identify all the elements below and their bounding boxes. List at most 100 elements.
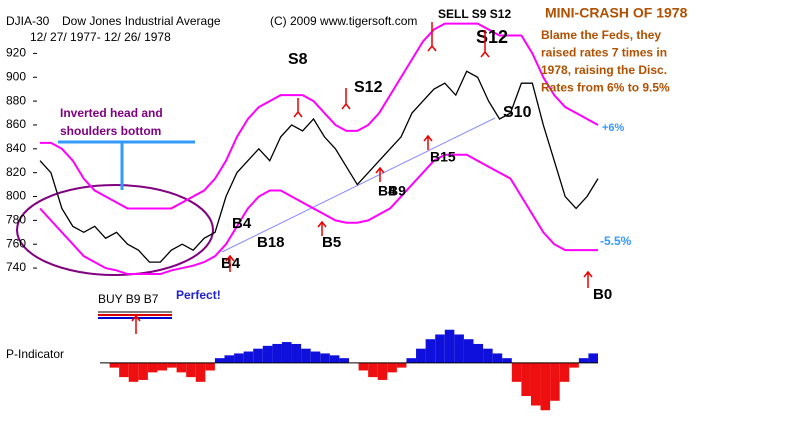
indicator-bar (473, 343, 484, 363)
annotation: B9 (388, 183, 406, 199)
indicator-bar (234, 353, 244, 363)
arrow (341, 88, 351, 110)
indicator-bar (444, 329, 455, 363)
price-line (39, 70, 599, 263)
y-tick-label: 920 (6, 46, 26, 60)
trend-line (221, 117, 496, 253)
arrow (131, 314, 141, 334)
indicator-bar (425, 339, 436, 363)
indicator-bar (358, 362, 369, 371)
annotation: Perfect! (176, 288, 221, 302)
arrow (427, 22, 437, 52)
indicator-bar (119, 362, 129, 378)
indicator-bar (435, 334, 445, 363)
y-tick-label: 740 (6, 260, 26, 274)
indicator-bar (530, 362, 541, 406)
annotation: Inverted head and (60, 106, 163, 120)
indicator-bar (195, 362, 206, 382)
indicator-bar (186, 362, 196, 378)
annotation: B4 (232, 215, 252, 232)
indicator-bar (550, 362, 560, 401)
indicator-bar (128, 362, 139, 382)
indicator-bar (416, 348, 426, 363)
indicator-bar (167, 362, 177, 368)
indicator-bar (109, 362, 120, 368)
pattern-ellipse (16, 184, 214, 276)
indicator-bar (176, 362, 187, 373)
indicator-bar (377, 362, 388, 380)
y-tick-label: 860 (6, 117, 26, 131)
y-tick-label: 780 (6, 213, 26, 227)
arrow (293, 98, 303, 118)
annotation: B5 (322, 234, 341, 251)
indicator-bar (291, 343, 302, 363)
indicator-bar (214, 358, 225, 363)
indicator-bar (224, 355, 235, 363)
y-tick-label: 760 (6, 236, 26, 250)
indicator-bar (138, 362, 148, 380)
indicator-bar (559, 362, 570, 382)
indicator-bar (205, 362, 215, 371)
indicator-bar (569, 362, 579, 368)
indicator-bar (147, 362, 158, 373)
band-line (40, 22, 599, 210)
y-tick-label: 820 (6, 165, 26, 179)
indicator-bar (454, 334, 464, 363)
indicator-bar (310, 351, 321, 363)
note: Rates from 6% to 9.5% (541, 81, 670, 95)
indicator-bar (396, 362, 407, 368)
annotation: B4 (378, 183, 396, 199)
indicator-bar (262, 345, 273, 363)
annotation: B15 (430, 149, 456, 165)
annotation: B18 (257, 234, 285, 251)
y-tick-label: 840 (6, 141, 26, 155)
note: 1978, raising the Disc. (541, 63, 667, 77)
indicator-title: P-Indicator (6, 347, 64, 361)
annotation: B4 (221, 255, 241, 272)
date-range: 12/ 27/ 1977- 12/ 26/ 1978 (30, 30, 171, 44)
indicator-bar (540, 362, 551, 411)
annotation: S8 (288, 51, 308, 68)
y-tick-label: 900 (6, 69, 26, 83)
indicator-bar (578, 358, 589, 363)
indicator-bar (588, 353, 598, 363)
arrow (375, 166, 385, 182)
indicator-bar (521, 362, 531, 397)
annotation: shoulders bottom (60, 124, 161, 138)
indicator-bar (281, 342, 292, 363)
note: Blame the Feds, they (541, 28, 661, 42)
indicator-bar (502, 358, 512, 363)
band-line (39, 153, 598, 276)
indicator-bar (272, 343, 282, 363)
indicator-bar (329, 355, 340, 363)
arrow (480, 30, 490, 58)
indicator-bar (301, 348, 311, 363)
annotation: S12 (354, 79, 383, 96)
arrow (317, 220, 327, 236)
chart-subtitle: Dow Jones Industrial Average (62, 14, 221, 28)
headline: MINI-CRASH OF 1978 (545, 5, 688, 21)
arrow (423, 134, 433, 150)
indicator-bar (243, 351, 254, 363)
indicator-bar (511, 362, 522, 382)
indicator-bar (339, 358, 349, 363)
indicator-bar (157, 362, 168, 371)
annotation: +6% (602, 122, 625, 134)
annotation: SELL S9 S12 (438, 7, 511, 21)
indicator-bar (320, 353, 330, 363)
indicator-bar (492, 353, 503, 363)
indicator-bar (483, 348, 493, 363)
indicator-bar (368, 362, 378, 378)
annotation: -5.5% (600, 234, 632, 248)
indicator-bar (463, 339, 474, 363)
annotation: B0 (593, 286, 612, 303)
indicator-bar (253, 348, 263, 363)
annotation: BUY B9 B7 (98, 292, 159, 306)
note: raised rates 7 times in (541, 46, 667, 60)
arrow (583, 270, 593, 288)
indicator-bar (387, 362, 397, 373)
y-tick-label: 800 (6, 189, 26, 203)
annotation: S12 (476, 27, 508, 47)
